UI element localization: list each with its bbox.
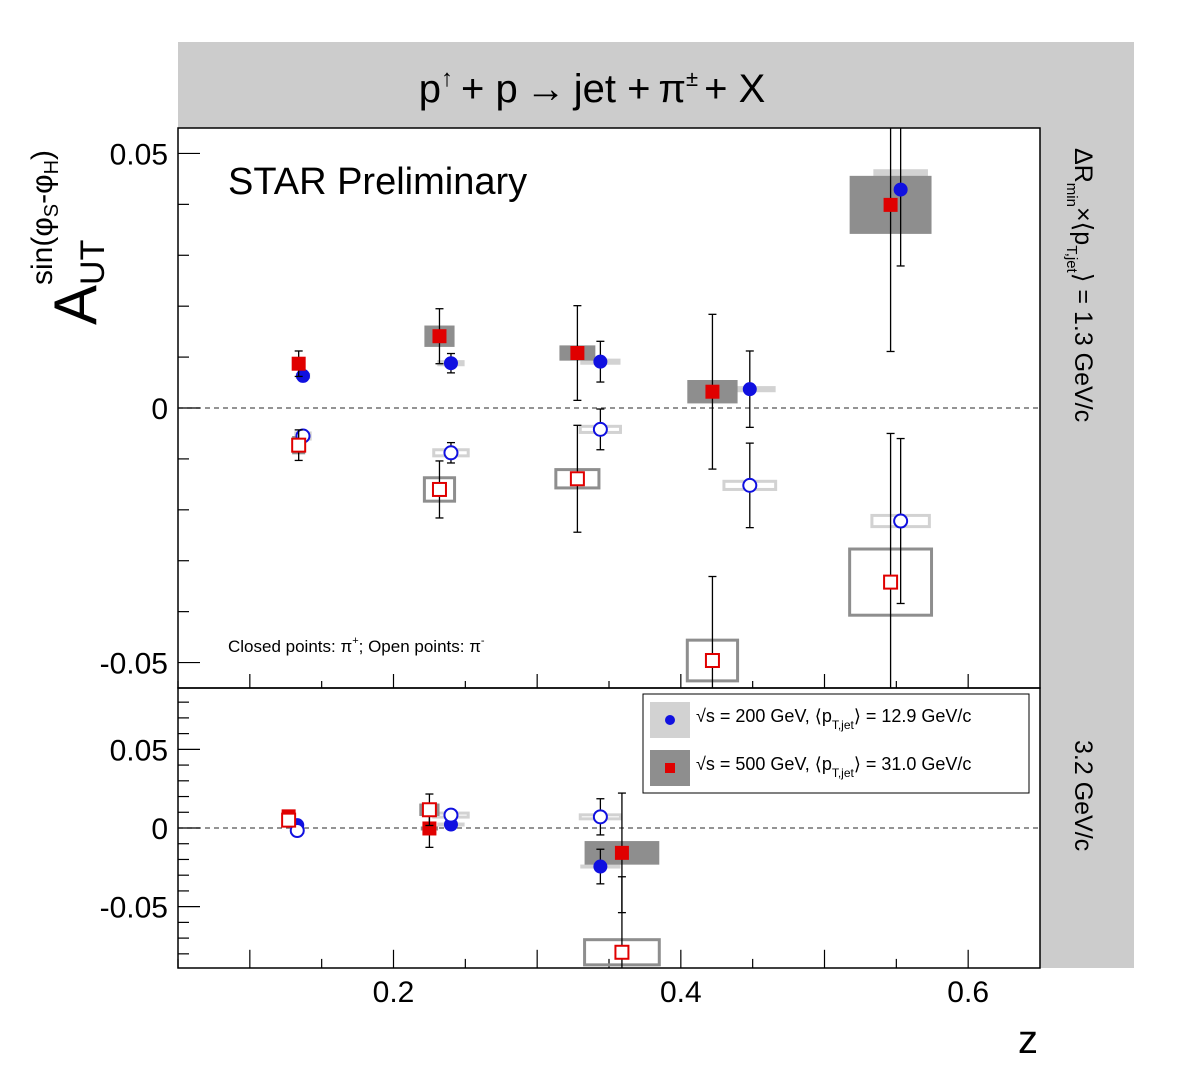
data-point-500-pi-minus [281, 812, 297, 828]
x-tick-label-04: 0.4 [660, 976, 702, 1009]
y-tick-label-top-005: 0.05 [110, 138, 168, 171]
data-point-500-pi-plus [883, 197, 898, 212]
legend-200-name: √s = 200 GeV, ⟨p [696, 706, 832, 726]
data-point-200-pi-plus [443, 356, 458, 371]
side-label-top: ΔRmin×⟨pT,jet⟩ = 1.3 GeV/c [1063, 148, 1097, 422]
data-point-500-pi-minus [421, 802, 437, 818]
data-point-500-pi-minus [569, 471, 585, 487]
data-point-200-pi-minus [742, 477, 758, 493]
side-x: ×⟨p [1069, 207, 1097, 245]
note-a-sup: + [352, 635, 358, 647]
y-tick-label-bottom-005: 0.05 [110, 734, 168, 767]
side-min: min [1063, 183, 1080, 207]
x-tick-label-06: 0.6 [947, 976, 989, 1009]
data-point-500-pi-minus [431, 481, 447, 497]
legend-label-500: √s = 500 GeV, ⟨pT,jet⟩ = 31.0 GeV/c [696, 754, 971, 780]
legend-500-name: √s = 500 GeV, ⟨p [696, 754, 832, 774]
note-b-sup: - [481, 635, 485, 647]
legend: √s = 200 GeV, ⟨pT,jet⟩ = 12.9 GeV/c √s =… [642, 693, 1030, 794]
y-label-a: A [42, 285, 109, 325]
y-tick-label-bottom-neg005: -0.05 [100, 892, 168, 925]
data-point-200-pi-minus [443, 445, 459, 461]
title-plus-p: + p [461, 67, 518, 111]
title-jet: jet + [573, 67, 651, 111]
x-axis-label: z [1018, 1018, 1038, 1062]
data-point-200-pi-plus [593, 354, 608, 369]
title-plus-x: + X [704, 67, 765, 111]
note-a: Closed points: π [228, 637, 352, 656]
y-tick-label-top-neg005: -0.05 [100, 648, 168, 681]
title-pm: ± [686, 66, 698, 91]
star-preliminary-label: STAR Preliminary [228, 161, 527, 203]
data-point-200-pi-minus [443, 807, 459, 823]
svg-text:sin(φS-φH): sin(φS-φH) [26, 150, 63, 285]
side-tjet: T,jet [1063, 245, 1080, 273]
legend-500-sub: T,jet [832, 766, 855, 780]
title-arrow: → [526, 67, 566, 111]
side-label-bottom: 3.2 GeV/c [1069, 740, 1097, 851]
legend-marker-500 [665, 763, 675, 773]
data-point-500-pi-plus [614, 845, 629, 860]
data-point-200-pi-minus [893, 513, 909, 529]
legend-200-rest: ⟩ = 12.9 GeV/c [854, 706, 972, 726]
chart-title: p↑ + p → jet + π± + X [419, 65, 766, 111]
legend-500-rest: ⟩ = 31.0 GeV/c [854, 754, 972, 774]
svg-text:AUT: AUT [42, 240, 112, 325]
data-point-500-pi-minus [883, 574, 899, 590]
title-p: p [419, 67, 441, 111]
data-marks [281, 128, 934, 968]
data-point-200-pi-plus [593, 859, 608, 874]
data-point-200-pi-plus [893, 182, 908, 197]
title-band [178, 42, 1040, 128]
y-label-sup-h: H [41, 160, 63, 174]
side-band [1040, 42, 1134, 968]
legend-marker-200 [665, 715, 675, 725]
data-point-200-pi-minus [592, 809, 608, 825]
data-point-200-pi-plus [742, 382, 757, 397]
points-note: Closed points: π+; Open points: π- [228, 635, 485, 656]
y-axis-label: AUT sin(φS-φH) [26, 150, 112, 325]
note-b: ; Open points: π [359, 637, 481, 656]
y-label-sup-mid: -φ [26, 174, 59, 203]
y-tick-label-bottom-0: 0 [151, 813, 168, 846]
side-rest: ⟩ = 1.3 GeV/c [1069, 273, 1097, 422]
y-label-sup-s: S [41, 204, 63, 217]
legend-200-sub: T,jet [832, 718, 855, 732]
data-point-500-pi-plus [705, 384, 720, 399]
y-label-sub: UT [74, 240, 112, 285]
data-point-500-pi-plus [291, 356, 306, 371]
side-dr: ΔR [1069, 148, 1097, 183]
data-point-500-pi-plus [432, 329, 447, 344]
data-point-500-pi-minus [614, 944, 630, 960]
y-tick-label-top-0: 0 [151, 393, 168, 426]
data-point-500-pi-minus [291, 437, 307, 453]
data-point-500-pi-plus [570, 346, 585, 361]
data-point-200-pi-minus [592, 421, 608, 437]
title-up-arrow: ↑ [441, 65, 453, 92]
title-pi: π [658, 67, 686, 111]
y-label-sup: sin(φ [26, 217, 59, 285]
legend-box [642, 693, 1030, 794]
axis-ticks [177, 152, 969, 968]
x-tick-label-02: 0.2 [373, 976, 415, 1009]
data-point-500-pi-minus [704, 653, 720, 669]
y-label-sup-end: ) [26, 150, 59, 160]
legend-label-200: √s = 200 GeV, ⟨pT,jet⟩ = 12.9 GeV/c [696, 706, 971, 732]
